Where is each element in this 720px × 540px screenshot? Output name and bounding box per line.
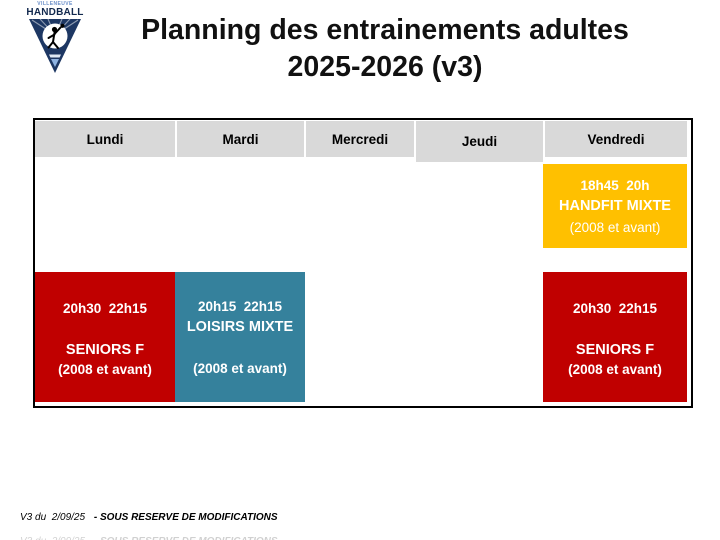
session-time: 20h30 22h15 [62, 301, 148, 316]
session-name: SENIORS F [575, 342, 655, 358]
session-cell-handfit-mixte: 18h45 20h HANDFIT MIXTE (2008 et avant) [543, 164, 687, 248]
session-cell-seniors-f-vendredi: 20h30 22h15 SENIORS F (2008 et avant) [543, 272, 687, 402]
session-eligibility: (2008 et avant) [193, 361, 287, 376]
club-name-label: HANDBALL [26, 7, 84, 18]
day-header-jeudi: Jeudi [416, 121, 543, 162]
club-location-label: VILLENEUVE [37, 1, 73, 7]
session-name: SENIORS F [65, 342, 145, 358]
session-time: 20h30 22h15 [572, 301, 658, 316]
session-eligibility: (2008 et avant) [568, 362, 662, 377]
session-cell-loisirs-mixte: 20h15 22h15 LOISIRS MIXTE (2008 et avant… [175, 272, 305, 402]
session-eligibility: (2008 et avant) [569, 220, 661, 235]
footer-note: V3 du 2/09/25 - SOUS RESERVE DE MODIFICA… [20, 512, 278, 523]
page-title: Planning des entrainements adultes 2025-… [95, 12, 675, 86]
page-title-line2: 2025-2026 (v3) [287, 51, 483, 83]
day-header-mercredi: Mercredi [306, 121, 414, 157]
page-title-line1: Planning des entrainements adultes [141, 14, 629, 46]
day-header-lundi: Lundi [35, 121, 175, 157]
day-header-vendredi: Vendredi [545, 121, 687, 157]
planning-table: Lundi Mardi Mercredi Jeudi Vendredi 18h4… [33, 118, 693, 408]
club-logo: VILLENEUVE HANDBALL [22, 2, 88, 75]
session-name: HANDFIT MIXTE [559, 198, 671, 214]
handball-player-icon [47, 26, 62, 49]
session-time: 18h45 20h [580, 178, 650, 193]
day-header-mardi: Mardi [177, 121, 304, 157]
pennant-logo-icon [29, 19, 81, 73]
session-cell-seniors-f-lundi: 20h30 22h15 SENIORS F (2008 et avant) [35, 272, 175, 402]
session-name: LOISIRS MIXTE [186, 319, 294, 335]
footer-note-clipped-echo: V3 du 2/09/25 - SOUS RESERVE DE MODIFICA… [20, 536, 278, 540]
footer-reserve: - SOUS RESERVE DE MODIFICATIONS [93, 512, 278, 523]
session-eligibility: (2008 et avant) [58, 362, 152, 377]
session-time: 20h15 22h15 [197, 299, 283, 314]
footer-version: V3 du 2/09/25 [20, 512, 88, 523]
